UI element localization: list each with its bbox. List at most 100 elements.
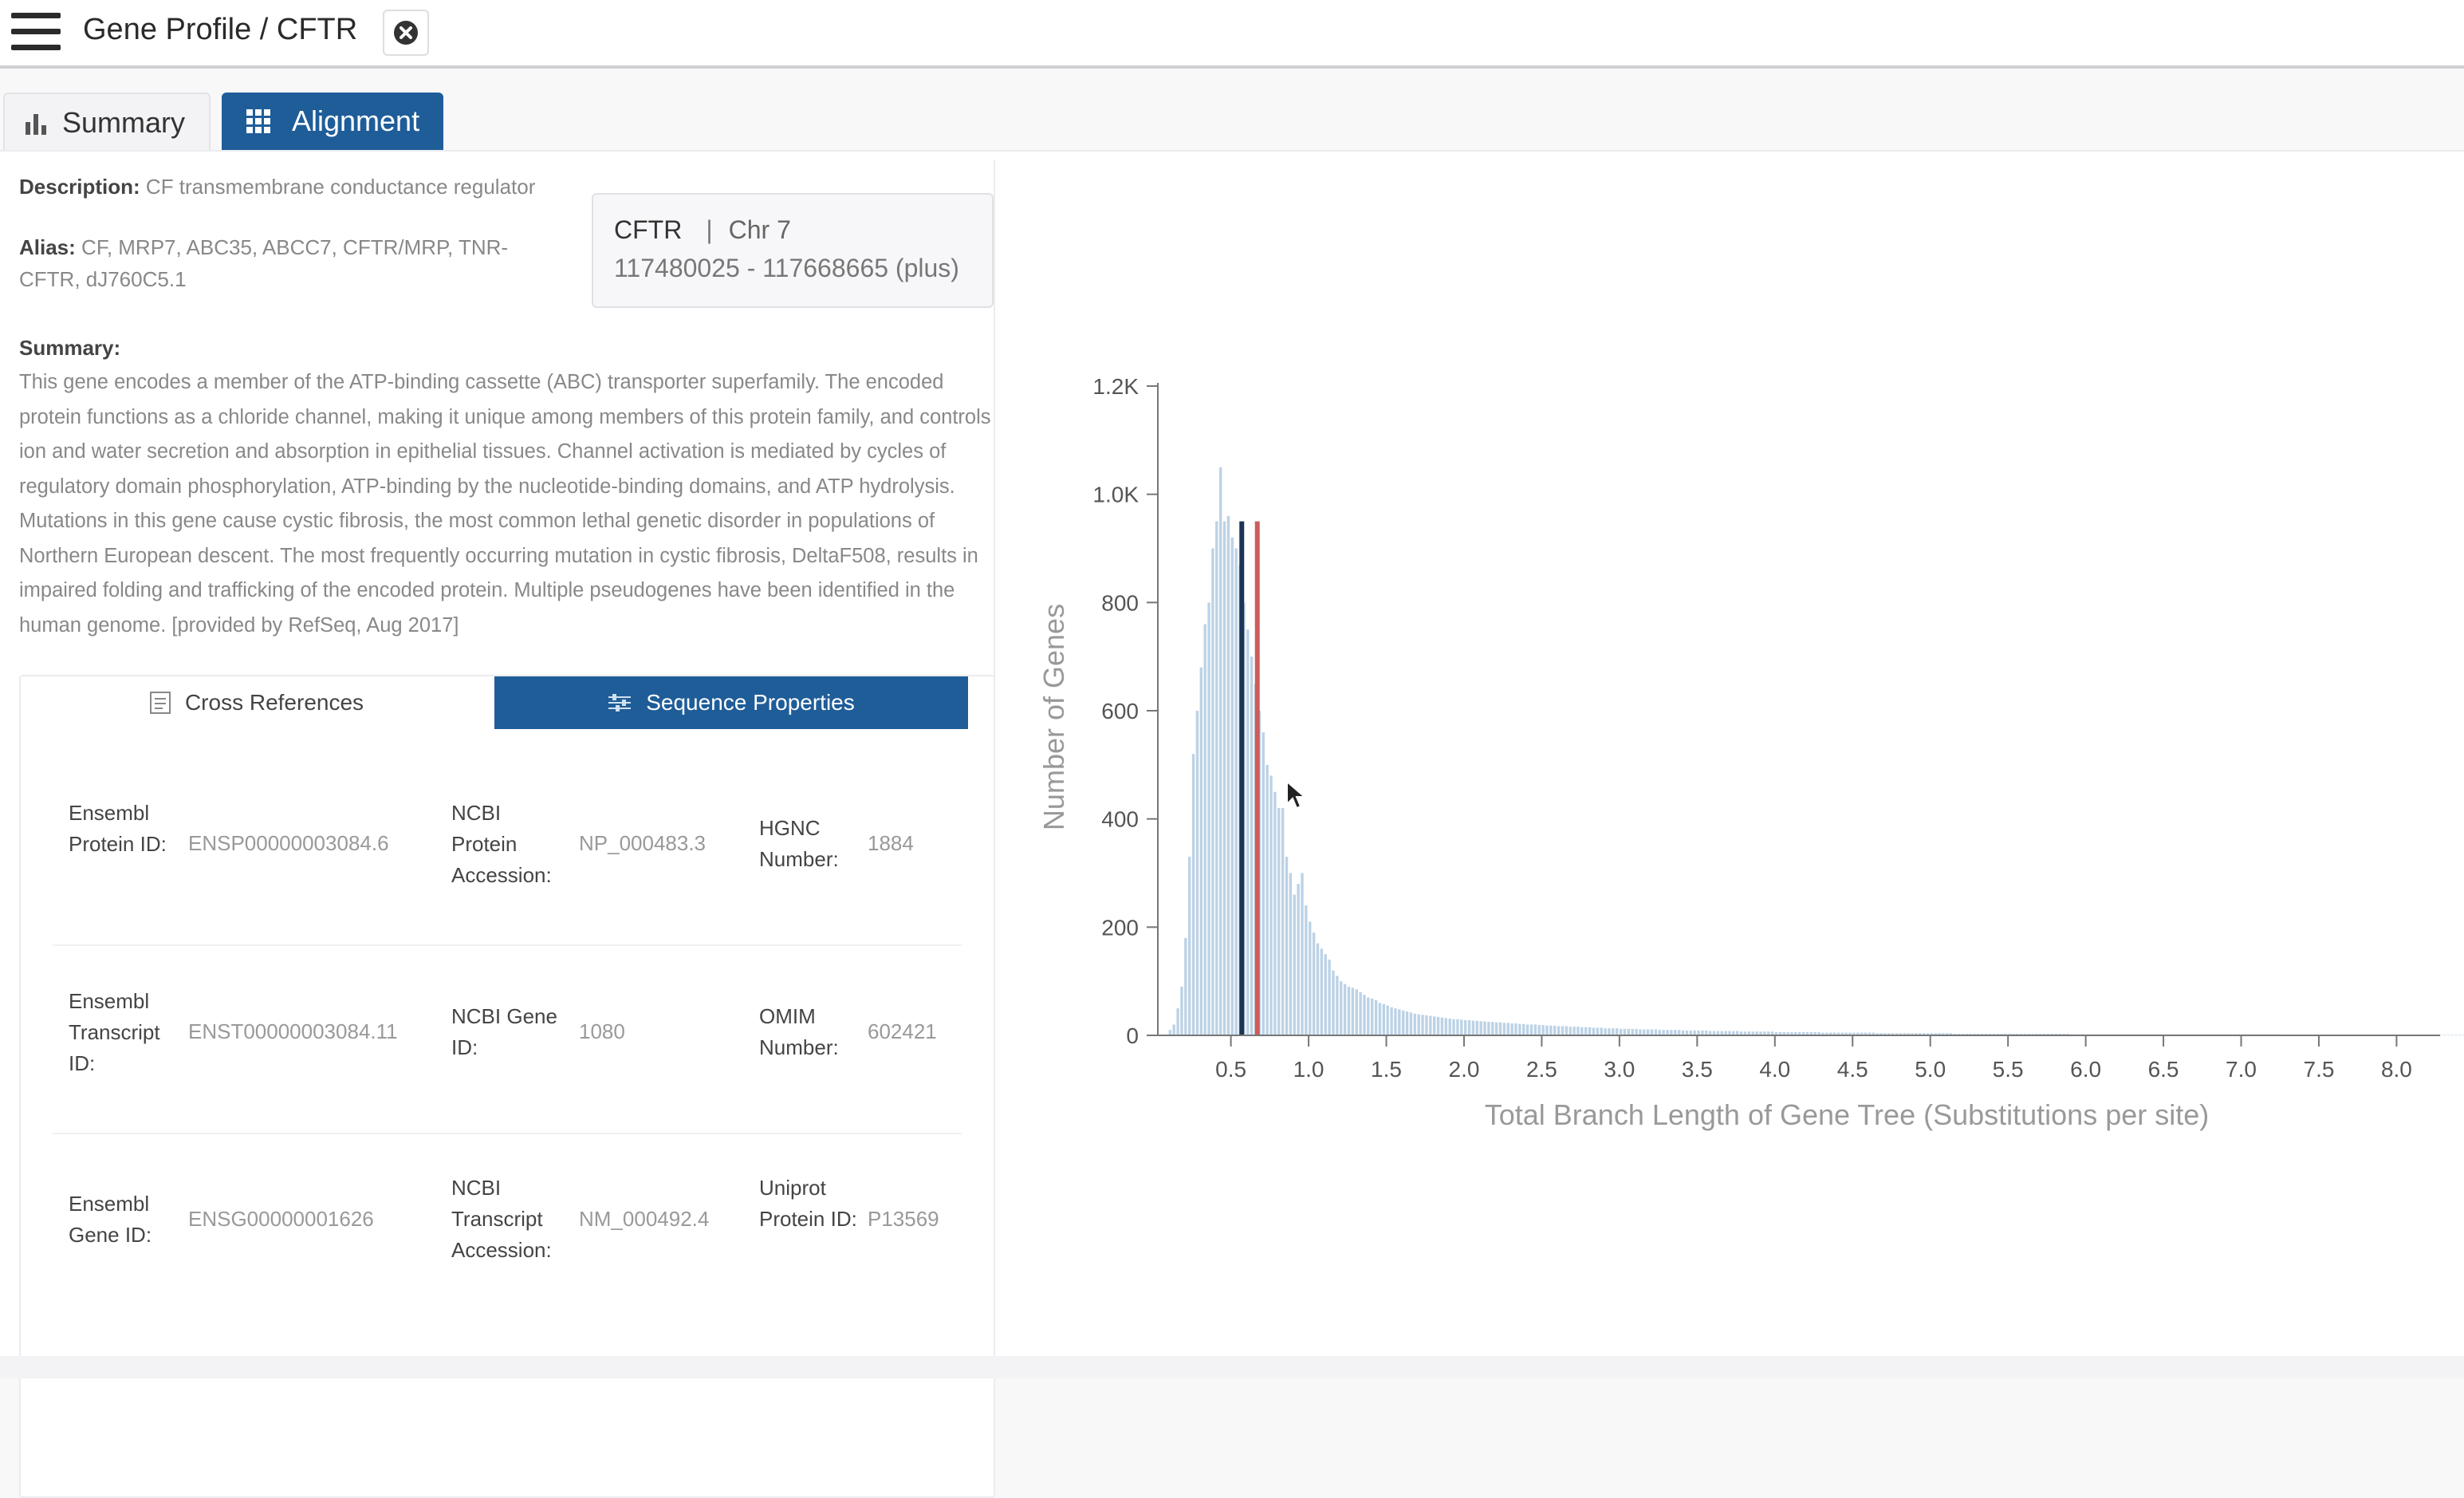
histogram-bar bbox=[2012, 1033, 2015, 1035]
xref-value[interactable]: NP_000483.3 bbox=[579, 831, 707, 855]
histogram-bar bbox=[1265, 764, 1269, 1035]
histogram-bar bbox=[1895, 1033, 1899, 1035]
histogram-bar bbox=[1708, 1031, 1712, 1035]
histogram-bar bbox=[1852, 1032, 1856, 1035]
histogram-bar bbox=[1911, 1033, 1914, 1035]
histogram-bar bbox=[1685, 1030, 1689, 1035]
summary-label: Summary: bbox=[19, 336, 121, 360]
histogram-bar bbox=[1883, 1033, 1887, 1035]
histogram-bar bbox=[1829, 1032, 1832, 1035]
subtab-sequence-properties[interactable]: Sequence Properties bbox=[494, 676, 968, 729]
histogram-bar bbox=[1953, 1033, 1957, 1035]
x-tick-label: 3.0 bbox=[1604, 1057, 1635, 1082]
histogram-bar bbox=[1612, 1028, 1615, 1035]
histogram-bar bbox=[1623, 1028, 1627, 1035]
histogram-bar bbox=[1195, 711, 1199, 1035]
bottom-strip bbox=[0, 1356, 2464, 1378]
sliders-icon bbox=[608, 692, 632, 713]
histogram-bar bbox=[2039, 1033, 2042, 1035]
histogram-bar bbox=[1293, 894, 1296, 1035]
alias-value: CF, MRP7, ABC35, ABCC7, CFTR/MRP, TNR-CF… bbox=[19, 235, 509, 291]
histogram-bar bbox=[1425, 1015, 1428, 1035]
chromosome: Chr 7 bbox=[728, 215, 791, 244]
close-circle-icon bbox=[394, 21, 418, 45]
x-tick-label: 4.5 bbox=[1837, 1057, 1868, 1082]
histogram-bar bbox=[1432, 1016, 1436, 1035]
histogram-bar bbox=[1436, 1016, 1440, 1035]
histogram-bar bbox=[1876, 1033, 1879, 1035]
bar-chart-icon bbox=[24, 111, 49, 135]
histogram-bar bbox=[1934, 1033, 1937, 1035]
histogram-bar bbox=[1732, 1031, 1735, 1035]
mouse-cursor-icon bbox=[1285, 779, 1307, 814]
histogram-bar bbox=[1631, 1028, 1634, 1035]
histogram-bar bbox=[1553, 1025, 1557, 1035]
xref-value[interactable]: 1884 bbox=[868, 831, 914, 855]
x-tick-label: 5.0 bbox=[1915, 1057, 1946, 1082]
y-tick-label: 1.0K bbox=[1092, 483, 1139, 507]
histogram-bar bbox=[2058, 1033, 2061, 1035]
histogram-bar bbox=[1218, 467, 1222, 1035]
histogram-bar bbox=[1359, 991, 1362, 1035]
genomic-range: 117480025 - 117668665 (plus) bbox=[614, 254, 959, 282]
histogram-bar bbox=[1351, 987, 1355, 1035]
histogram-bar bbox=[1561, 1026, 1565, 1035]
histogram-bar bbox=[1786, 1031, 1789, 1035]
histogram-bar bbox=[1868, 1032, 1872, 1035]
histogram-bar bbox=[1965, 1033, 1968, 1035]
histogram-bar bbox=[1720, 1031, 1723, 1035]
histogram-bar bbox=[1467, 1020, 1471, 1035]
histogram-bar bbox=[1996, 1033, 1999, 1035]
x-tick-label: 3.5 bbox=[1682, 1057, 1713, 1082]
histogram-bar bbox=[1382, 1003, 1386, 1035]
histogram-bar bbox=[1273, 791, 1277, 1035]
histogram-bar bbox=[1316, 943, 1320, 1035]
y-tick-label: 1.2K bbox=[1092, 374, 1139, 399]
histogram-bar bbox=[1981, 1033, 1984, 1035]
y-tick-label: 600 bbox=[1101, 699, 1139, 723]
histogram-bar bbox=[1390, 1007, 1393, 1035]
xref-label: HGNC Number: bbox=[759, 816, 839, 871]
histogram-bar bbox=[1879, 1033, 1883, 1035]
histogram-bar bbox=[1188, 857, 1191, 1035]
histogram-bar bbox=[1763, 1031, 1766, 1035]
gene-location-card: CFTR | Chr 7 117480025 - 117668665 (plus) bbox=[592, 193, 994, 308]
histogram-bar bbox=[1487, 1022, 1490, 1035]
histogram-bar bbox=[1522, 1023, 1525, 1035]
xref-value[interactable]: ENSP00000003084.6 bbox=[188, 831, 389, 855]
histogram-bar bbox=[1494, 1022, 1498, 1035]
tab-summary-label: Summary bbox=[62, 106, 186, 139]
histogram-bar bbox=[1281, 808, 1285, 1035]
tab-alignment[interactable]: Alignment bbox=[222, 93, 443, 150]
xref-value[interactable]: ENST00000003084.11 bbox=[188, 1019, 398, 1043]
close-profile-button[interactable] bbox=[383, 10, 429, 56]
xref-value[interactable]: P13569 bbox=[868, 1207, 939, 1231]
histogram-bar bbox=[1736, 1031, 1739, 1035]
gene-alias: Alias: CF, MRP7, ABC35, ABCC7, CFTR/MRP,… bbox=[19, 231, 545, 295]
histogram-bar bbox=[1864, 1032, 1868, 1035]
histogram-bar bbox=[1277, 808, 1281, 1035]
location-separator: | bbox=[706, 215, 713, 244]
histogram-bar bbox=[1336, 976, 1339, 1035]
marker-line bbox=[1254, 521, 1260, 1035]
histogram-bar bbox=[1460, 1019, 1463, 1035]
histogram-bar bbox=[1643, 1029, 1646, 1035]
list-icon bbox=[149, 692, 171, 714]
xref-value[interactable]: NM_000492.4 bbox=[579, 1207, 710, 1231]
histogram-bar bbox=[1211, 548, 1214, 1035]
subtab-cross-references[interactable]: Cross References bbox=[21, 676, 493, 729]
hamburger-menu-icon[interactable] bbox=[11, 13, 61, 51]
histogram-bar bbox=[1961, 1033, 1965, 1035]
histogram-bar bbox=[1498, 1022, 1502, 1035]
x-tick-label: 6.0 bbox=[2070, 1057, 2101, 1082]
histogram-bar bbox=[1262, 732, 1265, 1035]
histogram-bar bbox=[1770, 1031, 1774, 1035]
xref-value[interactable]: ENSG00000001626 bbox=[188, 1207, 374, 1231]
xref-value[interactable]: 602421 bbox=[868, 1019, 937, 1043]
histogram-bar bbox=[1309, 921, 1312, 1035]
histogram-bar bbox=[1919, 1033, 1922, 1035]
histogram-bar bbox=[1203, 624, 1206, 1035]
tab-summary[interactable]: Summary bbox=[3, 93, 211, 152]
xref-value[interactable]: 1080 bbox=[579, 1019, 625, 1043]
histogram-bar bbox=[1176, 1008, 1179, 1035]
